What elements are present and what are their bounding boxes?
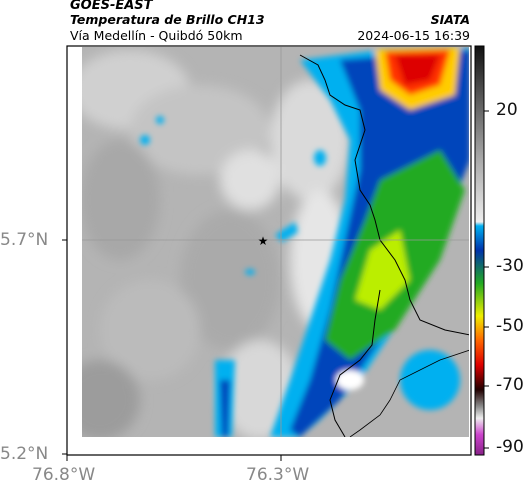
lat-label: 5.7°N bbox=[0, 230, 49, 250]
colorbar-tick-label: -70 bbox=[496, 375, 524, 395]
datetime-label: 2024-06-15 16:39 bbox=[357, 28, 470, 43]
colorbar-tick-label: -90 bbox=[496, 437, 524, 457]
product-title: Temperatura de Brillo CH13 bbox=[70, 12, 265, 27]
region-subtitle: Vía Medellín - Quibdó 50km bbox=[70, 28, 243, 43]
colorbar-tick-label: 20 bbox=[496, 100, 518, 120]
lon-label: 76.3°W bbox=[246, 465, 310, 485]
border-line bbox=[299, 54, 469, 336]
colorbar-tick-label: -30 bbox=[496, 256, 524, 276]
lon-label: 76.8°W bbox=[32, 465, 96, 485]
border-line bbox=[349, 349, 469, 437]
satellite-title: GOES-EAST bbox=[70, 0, 153, 13]
star-icon: ★ bbox=[258, 234, 269, 248]
imagery-layer bbox=[82, 47, 469, 437]
colorbar-tick-label: -50 bbox=[496, 316, 524, 336]
colorbar bbox=[474, 45, 485, 456]
border-line bbox=[329, 289, 381, 437]
lat-label: 5.2°N bbox=[0, 444, 49, 464]
organization-label: SIATA bbox=[430, 12, 470, 27]
